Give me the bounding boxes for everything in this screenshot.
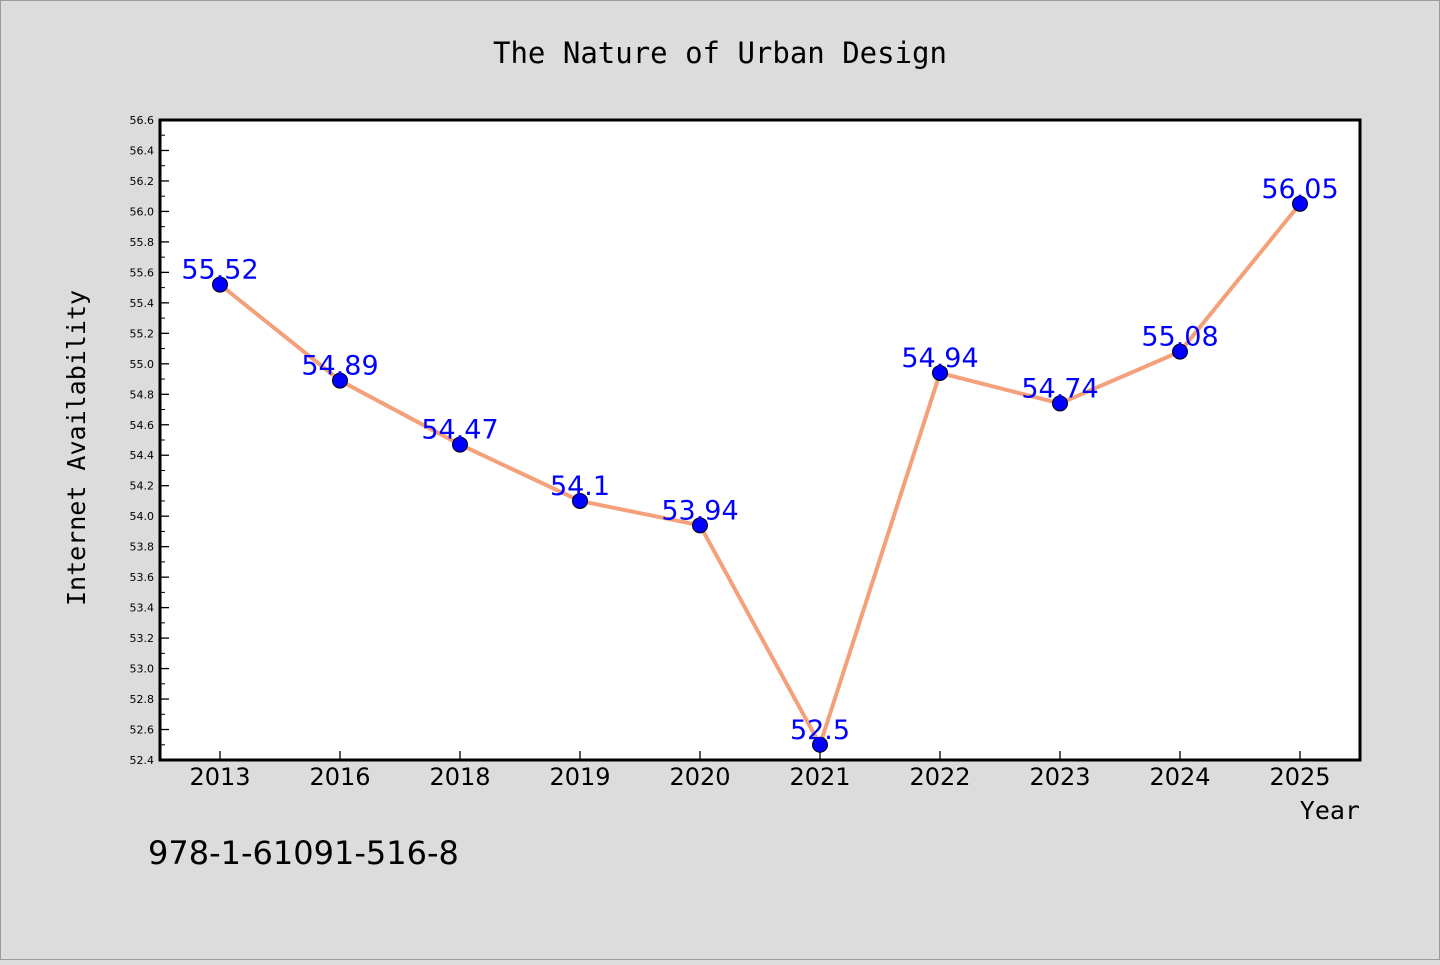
data-label: 56.05 <box>1261 174 1338 205</box>
data-labels: 55.52 54.89 54.47 54.1 53.94 52.5 54.94 54.74 55… <box>181 174 1338 746</box>
y-axis-label: Internet Availability <box>62 290 91 606</box>
x-tick-label: 2018 <box>429 763 490 791</box>
y-tick-label: 53.6 <box>130 571 155 584</box>
data-label: 53.94 <box>661 495 738 526</box>
data-label: 55.52 <box>181 255 258 286</box>
y-tick-label: 52.8 <box>130 693 155 706</box>
x-tick-label: 2023 <box>1029 763 1090 791</box>
y-tick-label: 56.0 <box>130 205 155 218</box>
data-point <box>212 276 228 293</box>
y-tick-label: 55.2 <box>130 327 155 340</box>
data-label: 54.47 <box>421 415 498 446</box>
x-tick-label: 2022 <box>909 763 970 791</box>
data-point <box>572 492 588 509</box>
y-tick-label: 56.6 <box>130 114 155 127</box>
isbn-annotation: 978-1-61091-516-8 <box>148 834 459 872</box>
data-point <box>332 372 348 389</box>
y-tick-label: 55.0 <box>130 358 155 371</box>
y-tick-label: 52.6 <box>130 724 155 737</box>
y-tick-label: 53.0 <box>130 663 155 676</box>
data-label: 54.1 <box>550 471 610 502</box>
plot-area <box>158 118 1362 762</box>
y-tick-label: 53.2 <box>130 632 155 645</box>
data-label: 54.74 <box>1021 373 1098 404</box>
y-tick-label: 55.4 <box>130 297 155 310</box>
y-tick-label: 55.8 <box>130 236 155 249</box>
data-point <box>692 517 708 534</box>
y-tick-label: 52.4 <box>130 754 155 767</box>
y-tick-label: 56.2 <box>130 175 155 188</box>
x-tick-label: 2021 <box>789 763 850 791</box>
x-tick-label: 2016 <box>309 763 370 791</box>
data-point <box>1292 195 1308 212</box>
data-point <box>932 364 948 381</box>
y-tick-label: 54.8 <box>130 388 155 401</box>
x-tick-label: 2019 <box>549 763 610 791</box>
x-tick-label: 2024 <box>1149 763 1210 791</box>
y-axis-tick-labels: 52.4 52.6 52.8 53.0 53.2 53.4 53.6 53.8 54.0 54.2… <box>130 114 155 767</box>
data-label: 54.89 <box>301 351 378 382</box>
data-label: 52.5 <box>790 715 850 746</box>
x-axis-tick-labels: 2013 2016 2018 2019 2020 2021 2022 2023 2024 2025 <box>189 763 1330 791</box>
data-label: 55.08 <box>1141 322 1218 353</box>
x-axis-ticks <box>219 751 1301 760</box>
data-point <box>1052 395 1068 412</box>
y-tick-label: 55.6 <box>130 266 155 279</box>
x-tick-label: 2025 <box>1269 763 1330 791</box>
y-axis-ticks <box>160 119 169 761</box>
data-point <box>452 436 468 453</box>
x-tick-label: 2020 <box>669 763 730 791</box>
data-point <box>1172 343 1188 360</box>
data-point <box>812 736 828 753</box>
x-tick-label: 2013 <box>189 763 250 791</box>
data-markers <box>212 195 1308 753</box>
chart-title: The Nature of Urban Design <box>493 36 947 70</box>
y-tick-label: 54.2 <box>130 480 155 493</box>
y-tick-label: 54.4 <box>130 449 155 462</box>
series-line <box>218 202 1302 747</box>
y-tick-label: 54.0 <box>130 510 155 523</box>
y-tick-label: 56.4 <box>130 144 155 157</box>
data-label: 54.94 <box>901 343 978 374</box>
x-axis-label: Year <box>1300 796 1360 825</box>
y-tick-label: 54.6 <box>130 419 155 432</box>
y-tick-label: 53.8 <box>130 541 155 554</box>
y-tick-label: 53.4 <box>130 602 155 615</box>
